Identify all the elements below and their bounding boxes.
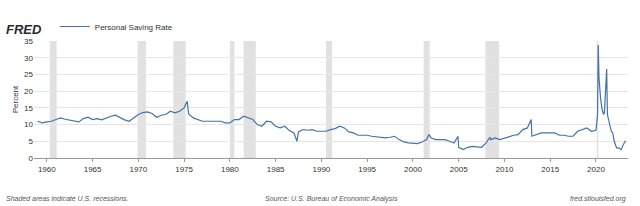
svg-text:2020: 2020 — [587, 165, 605, 174]
svg-text:10: 10 — [24, 120, 33, 129]
svg-text:30: 30 — [24, 54, 33, 63]
svg-text:1985: 1985 — [267, 165, 285, 174]
svg-text:1990: 1990 — [312, 165, 330, 174]
svg-text:35: 35 — [24, 37, 33, 46]
svg-text:1965: 1965 — [84, 165, 102, 174]
svg-text:2015: 2015 — [541, 165, 559, 174]
svg-text:2000: 2000 — [404, 165, 422, 174]
svg-text:1995: 1995 — [358, 165, 376, 174]
svg-text:Personal Saving Rate: Personal Saving Rate — [95, 23, 173, 32]
svg-text:5: 5 — [29, 137, 34, 146]
svg-text:Source: U.S. Bureau of Economi: Source: U.S. Bureau of Economic Analysis — [265, 195, 398, 203]
svg-text:0: 0 — [29, 154, 34, 163]
svg-text:1960: 1960 — [38, 165, 56, 174]
svg-text:20: 20 — [24, 87, 33, 96]
svg-text:Percent: Percent — [11, 85, 20, 113]
svg-text:1975: 1975 — [175, 165, 193, 174]
svg-text:Shaded areas indicate U.S. rec: Shaded areas indicate U.S. recessions. — [6, 195, 129, 202]
svg-text:2010: 2010 — [496, 165, 514, 174]
svg-text:2005: 2005 — [450, 165, 468, 174]
svg-text:1980: 1980 — [221, 165, 239, 174]
svg-text:1970: 1970 — [129, 165, 147, 174]
svg-text:25: 25 — [24, 70, 33, 79]
svg-text:fred.stlouisfed.org: fred.stlouisfed.org — [570, 195, 626, 203]
svg-text:15: 15 — [24, 104, 33, 113]
svg-text:FRED: FRED — [6, 22, 42, 37]
